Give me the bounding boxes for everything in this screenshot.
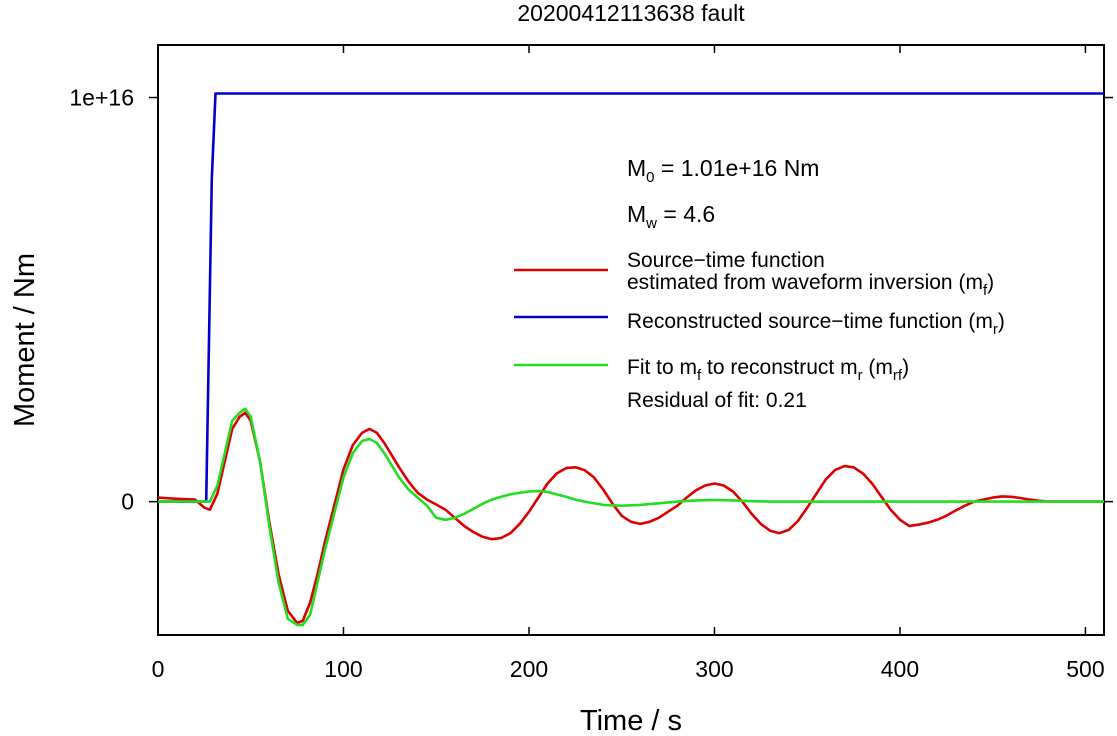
series-line-0 bbox=[158, 411, 1104, 625]
m0-annotation: M0 = 1.01e+16 Nm bbox=[627, 155, 819, 186]
y-axis-title: Moment / Nm bbox=[9, 253, 41, 427]
x-tick-label: 200 bbox=[510, 656, 548, 682]
legend-label-2: Fit to mf to reconstruct mr (mrf) bbox=[627, 356, 909, 384]
y-tick-label: 0 bbox=[121, 489, 134, 515]
legend-label-0: estimated from waveform inversion (mf) bbox=[627, 271, 994, 299]
legend-label-1: Reconstructed source−time function (mr) bbox=[627, 310, 1005, 338]
x-tick-label: 0 bbox=[152, 656, 165, 682]
annotations: M0 = 1.01e+16 Nm Mw = 4.6 Residual of fit:… bbox=[627, 155, 819, 412]
chart-title: 20200412113638 fault bbox=[517, 0, 745, 26]
series-lines bbox=[158, 92, 1104, 627]
x-tick-label: 100 bbox=[324, 656, 362, 682]
residual-annotation: Residual of fit: 0.21 bbox=[627, 389, 807, 412]
axis-ticks: 0 100 200 300 400 500 0 1e+16 bbox=[69, 45, 1113, 682]
y-tick-label: 1e+16 bbox=[69, 85, 134, 111]
x-tick-label: 400 bbox=[881, 656, 919, 682]
legend-label-0: Source−time function bbox=[627, 249, 825, 272]
x-tick-label: 300 bbox=[695, 656, 733, 682]
mw-annotation: Mw = 4.6 bbox=[627, 201, 715, 232]
series-line-2 bbox=[158, 407, 1104, 627]
x-axis-title: Time / s bbox=[580, 705, 682, 736]
x-tick-label: 500 bbox=[1066, 656, 1104, 682]
plot-frame bbox=[157, 44, 1105, 636]
